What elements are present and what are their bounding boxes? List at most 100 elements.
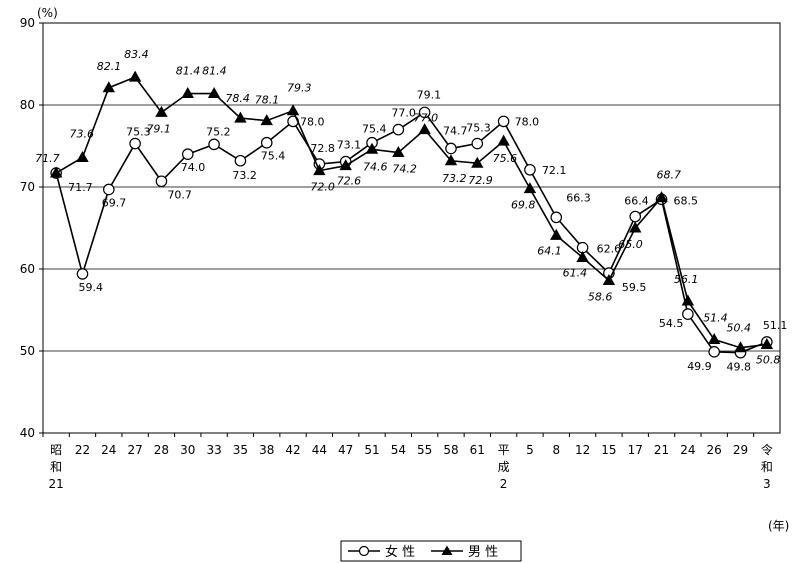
female-data-label: 75.4 bbox=[261, 150, 286, 163]
male-point bbox=[760, 337, 774, 349]
male-data-label: 68.7 bbox=[657, 169, 682, 182]
male-data-label: 61.4 bbox=[563, 267, 588, 280]
female-point bbox=[392, 123, 405, 136]
male-data-label: 65.0 bbox=[618, 238, 643, 251]
male-point bbox=[655, 191, 668, 203]
female-data-label: 75.3 bbox=[466, 122, 491, 135]
female-data-label: 73.1 bbox=[337, 139, 362, 152]
female-data-label: 49.8 bbox=[727, 361, 752, 374]
male-point bbox=[155, 105, 168, 117]
male-data-label: 72.6 bbox=[337, 175, 362, 188]
male-point bbox=[313, 164, 326, 176]
male-point bbox=[392, 146, 405, 158]
female-point bbox=[497, 115, 510, 128]
x-tick-label: 17 bbox=[628, 443, 643, 457]
series-male bbox=[49, 70, 774, 353]
male-point bbox=[339, 159, 352, 171]
female-data-label: 79.1 bbox=[417, 88, 442, 101]
legend-male-marker bbox=[441, 545, 453, 555]
female-data-label: 72.8 bbox=[310, 142, 335, 155]
male-data-label: 78.1 bbox=[255, 94, 280, 107]
female-point bbox=[524, 163, 536, 176]
x-tick-label: 21 bbox=[49, 477, 64, 491]
male-point bbox=[497, 134, 510, 146]
x-tick-label: 28 bbox=[154, 443, 169, 457]
male-data-label: 73.6 bbox=[69, 127, 94, 140]
female-point bbox=[155, 175, 168, 188]
male-point bbox=[181, 87, 194, 99]
x-tick-label: 2 bbox=[500, 477, 508, 491]
female-data-label: 62.6 bbox=[597, 243, 622, 256]
male-data-label: 69.8 bbox=[511, 199, 535, 212]
female-point bbox=[550, 211, 563, 224]
male-point bbox=[734, 341, 747, 353]
female-data-label: 68.5 bbox=[674, 194, 699, 207]
female-point bbox=[76, 268, 89, 280]
female-point bbox=[260, 136, 273, 149]
male-point bbox=[418, 123, 431, 135]
legend-male-label: 男 性 bbox=[468, 545, 498, 560]
x-tick-label: 26 bbox=[707, 443, 722, 457]
x-tick-label: 5 bbox=[526, 443, 534, 457]
x-tick-label: 58 bbox=[443, 443, 458, 457]
male-point bbox=[128, 70, 142, 82]
y-tick-label: 50 bbox=[20, 344, 35, 358]
female-point bbox=[129, 137, 141, 150]
male-point bbox=[550, 228, 563, 240]
female-data-label: 71.7 bbox=[68, 181, 93, 194]
male-data-label: 56.1 bbox=[674, 273, 699, 286]
x-tick-label: 55 bbox=[417, 443, 432, 457]
x-tick-label: 和 bbox=[50, 460, 62, 474]
male-line bbox=[55, 76, 767, 349]
x-tick-label: 29 bbox=[733, 443, 748, 457]
x-tick-label: 24 bbox=[680, 443, 695, 457]
female-data-label: 72.1 bbox=[542, 164, 567, 177]
male-point bbox=[523, 182, 537, 194]
x-tick-label: 44 bbox=[312, 443, 327, 457]
x-tick-label: 51 bbox=[364, 443, 379, 457]
male-point bbox=[49, 166, 63, 178]
y-tick-label: 80 bbox=[20, 98, 35, 112]
x-tick-label: 35 bbox=[233, 443, 248, 457]
male-data-label: 83.4 bbox=[124, 48, 149, 61]
female-data-label: 51.1 bbox=[763, 319, 788, 332]
y-unit-label: (%) bbox=[37, 6, 58, 20]
male-data-label: 78.4 bbox=[225, 92, 250, 105]
x-tick-label: 24 bbox=[101, 443, 116, 457]
data-labels-female: 71.7 59.4 69.7 75.3 70.7 74.0 75.2 73.2 75.4 78.0… bbox=[68, 88, 787, 373]
male-data-label: 72.0 bbox=[310, 181, 335, 194]
x-tick-label: 54 bbox=[391, 443, 406, 457]
x-tick-label: 22 bbox=[75, 443, 90, 457]
x-tick-label: 61 bbox=[470, 443, 485, 457]
y-tick-label: 40 bbox=[20, 426, 35, 440]
male-data-label: 77.0 bbox=[414, 112, 439, 125]
female-point bbox=[682, 308, 694, 320]
female-data-label: 70.7 bbox=[167, 188, 192, 201]
x-tick-label: 8 bbox=[552, 443, 560, 457]
female-data-label: 77.0 bbox=[391, 107, 416, 120]
male-data-label: 74.6 bbox=[363, 160, 388, 173]
female-data-label: 59.5 bbox=[622, 281, 647, 294]
male-data-label: 75.6 bbox=[493, 152, 518, 165]
female-data-label: 54.5 bbox=[659, 317, 684, 330]
y-axis: 40 50 60 70 80 90 bbox=[20, 16, 43, 440]
male-data-label: 82.1 bbox=[97, 60, 122, 73]
male-point bbox=[681, 294, 695, 306]
x-tick-label: 成 bbox=[498, 460, 510, 474]
y-tick-label: 70 bbox=[20, 180, 35, 194]
x-tick-label: 令 bbox=[761, 442, 773, 457]
male-data-label: 51.4 bbox=[703, 312, 728, 325]
data-labels-male: 71.7 73.6 82.183.4 79.1 81.4 81.4 78.4 78.1 79.3… bbox=[35, 48, 780, 366]
female-point bbox=[103, 183, 115, 196]
female-data-label: 59.4 bbox=[78, 281, 103, 294]
female-data-label: 75.3 bbox=[126, 126, 151, 139]
male-point bbox=[629, 221, 642, 233]
x-tick-label: 33 bbox=[206, 443, 221, 457]
x-tick-label: 30 bbox=[180, 443, 195, 457]
female-point bbox=[629, 210, 642, 223]
legend-female-label: 女 性 bbox=[385, 544, 415, 560]
x-tick-label: 昭 bbox=[50, 443, 62, 457]
female-data-label: 78.0 bbox=[300, 115, 325, 128]
male-data-label: 50.8 bbox=[756, 353, 781, 366]
